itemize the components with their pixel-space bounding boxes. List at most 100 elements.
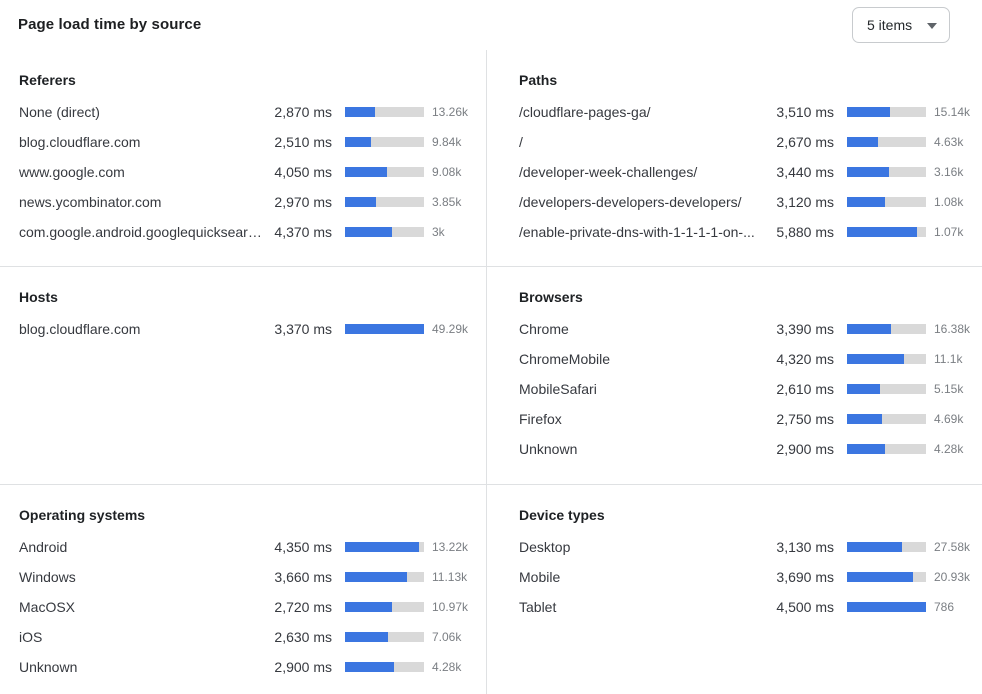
metric-row[interactable]: Unknown 2,900 ms 4.28k <box>519 434 978 464</box>
panel-hosts: Hosts blog.cloudflare.com 3,370 ms 49.29k <box>0 266 486 484</box>
metric-label: Unknown <box>19 659 78 675</box>
metric-bar-track <box>847 167 926 177</box>
metric-count: 9.08k <box>432 165 462 179</box>
metric-row[interactable]: Android 4,350 ms 13.22k <box>19 532 476 562</box>
metric-row[interactable]: Mobile 3,690 ms 20.93k <box>519 562 978 592</box>
panel-title: Browsers <box>519 289 583 305</box>
metric-value-ms: 4,500 ms <box>776 599 834 615</box>
metric-bar-fill <box>847 354 904 364</box>
metric-bar-fill <box>847 414 882 424</box>
metric-row[interactable]: news.ycombinator.com 2,970 ms 3.85k <box>19 187 476 217</box>
metric-row[interactable]: /developers-developers-developers/3,120 … <box>519 187 978 217</box>
metric-bar-track <box>345 542 424 552</box>
metric-bar-track <box>847 197 926 207</box>
panel-rows: /cloudflare-pages-ga/3,510 ms 15.14k / 2,67… <box>519 97 978 247</box>
panel-referers: Referers None (direct) 2,870 ms 13.26k blog… <box>0 50 486 266</box>
metric-row[interactable]: /enable-private-dns-with-1-1-1-1-on-... 5… <box>519 217 978 247</box>
metric-row[interactable]: Windows 3,660 ms 11.13k <box>19 562 476 592</box>
metric-count: 4.69k <box>934 412 964 426</box>
panel-operating-systems: Operating systems Android 4,350 ms 13.22k W… <box>0 484 486 694</box>
metric-value-ms: 3,660 ms <box>274 569 332 585</box>
metric-value-ms: 2,670 ms <box>776 134 834 150</box>
metric-bar-track <box>847 542 926 552</box>
metric-bar-fill <box>345 662 394 672</box>
metric-row[interactable]: MobileSafari 2,610 ms 5.15k <box>519 374 978 404</box>
panel-rows: Android 4,350 ms 13.22k Windows 3,660 ms 11.1… <box>19 532 476 682</box>
metric-bar-track <box>847 137 926 147</box>
metric-bar-track <box>345 227 424 237</box>
panel-rows: blog.cloudflare.com 3,370 ms 49.29k <box>19 314 476 344</box>
metric-row[interactable]: /developer-week-challenges/3,440 ms 3.16k <box>519 157 978 187</box>
metric-value-ms: 4,320 ms <box>776 351 834 367</box>
metric-bar-track <box>847 444 926 454</box>
metric-label: Tablet <box>519 599 557 615</box>
metric-row[interactable]: /cloudflare-pages-ga/3,510 ms 15.14k <box>519 97 978 127</box>
panel-paths: Paths /cloudflare-pages-ga/3,510 ms 15.14… <box>486 50 982 266</box>
metric-bar-track <box>847 572 926 582</box>
metric-bar-fill <box>847 542 902 552</box>
metric-row[interactable]: / 2,670 ms 4.63k <box>519 127 978 157</box>
metric-count: 11.13k <box>432 570 468 584</box>
metric-bar-fill <box>847 197 885 207</box>
metric-label: iOS <box>19 629 43 645</box>
metric-row[interactable]: blog.cloudflare.com 3,370 ms 49.29k <box>19 314 476 344</box>
metric-count: 1.08k <box>934 195 964 209</box>
metric-row[interactable]: Unknown 2,900 ms 4.28k <box>19 652 476 682</box>
metric-row[interactable]: blog.cloudflare.com 2,510 ms 9.84k <box>19 127 476 157</box>
metric-count: 27.58k <box>934 540 971 554</box>
metric-count: 9.84k <box>432 135 462 149</box>
metric-row[interactable]: iOS 2,630 ms 7.06k <box>19 622 476 652</box>
metric-row[interactable]: ChromeMobile 4,320 ms 11.1k <box>519 344 978 374</box>
metric-value-ms: 2,970 ms <box>274 194 332 210</box>
metric-value-ms: 2,900 ms <box>274 659 332 675</box>
metric-count: 49.29k <box>432 322 469 336</box>
metric-row[interactable]: Chrome 3,390 ms 16.38k <box>519 314 978 344</box>
metric-value-ms: 3,390 ms <box>776 321 834 337</box>
metric-bar-track <box>345 662 424 672</box>
metric-value-ms: 2,750 ms <box>776 411 834 427</box>
metric-count: 15.14k <box>934 105 971 119</box>
metric-label: com.google.android.googlequicksearc... <box>19 224 262 240</box>
items-count-dropdown[interactable]: 5 items <box>852 7 950 43</box>
metric-value-ms: 2,510 ms <box>274 134 332 150</box>
panels-grid: Referers None (direct) 2,870 ms 13.26k blog… <box>0 50 982 694</box>
metric-bar-track <box>847 384 926 394</box>
metric-label: Chrome <box>519 321 569 337</box>
card-header: Page load time by source 5 items <box>0 0 982 50</box>
metric-bar-track <box>345 137 424 147</box>
panel-browsers: Browsers Chrome 3,390 ms 16.38k ChromeMobil… <box>486 266 982 484</box>
panel-title: Referers <box>19 72 76 88</box>
metric-row[interactable]: Tablet 4,500 ms 786 <box>519 592 978 622</box>
metric-bar-track <box>345 602 424 612</box>
metric-bar-fill <box>345 602 392 612</box>
metric-bar-track <box>847 227 926 237</box>
metric-bar-fill <box>345 107 376 117</box>
metric-bar-track <box>847 354 926 364</box>
metric-count: 20.93k <box>934 570 971 584</box>
metric-row[interactable]: com.google.android.googlequicksearc... 4,… <box>19 217 476 247</box>
metric-bar-fill <box>847 324 892 334</box>
metric-bar-fill <box>847 227 918 237</box>
metric-count: 786 <box>934 600 955 614</box>
metric-bar-track <box>847 602 926 612</box>
metric-count: 13.26k <box>432 105 469 119</box>
items-count-value: 5 items <box>867 17 913 33</box>
metric-bar-fill <box>847 602 926 612</box>
metric-value-ms: 3,510 ms <box>776 104 834 120</box>
metric-row[interactable]: None (direct) 2,870 ms 13.26k <box>19 97 476 127</box>
metric-row[interactable]: www.google.com 4,050 ms 9.08k <box>19 157 476 187</box>
metric-row[interactable]: Desktop 3,130 ms 27.58k <box>519 532 978 562</box>
panel-rows: Desktop 3,130 ms 27.58k Mobile 3,690 ms 20.93… <box>519 532 978 622</box>
metric-row[interactable]: MacOSX 2,720 ms 10.97k <box>19 592 476 622</box>
metric-label: /developer-week-challenges/ <box>519 164 698 180</box>
panel-title: Device types <box>519 507 605 523</box>
metric-label: Firefox <box>519 411 562 427</box>
metric-label: MacOSX <box>19 599 76 615</box>
metric-value-ms: 4,370 ms <box>274 224 332 240</box>
panel-title: Hosts <box>19 289 58 305</box>
panel-rows: None (direct) 2,870 ms 13.26k blog.cloudfla… <box>19 97 476 247</box>
metric-row[interactable]: Firefox 2,750 ms 4.69k <box>519 404 978 434</box>
metric-bar-track <box>847 324 926 334</box>
metric-label: ChromeMobile <box>519 351 611 367</box>
